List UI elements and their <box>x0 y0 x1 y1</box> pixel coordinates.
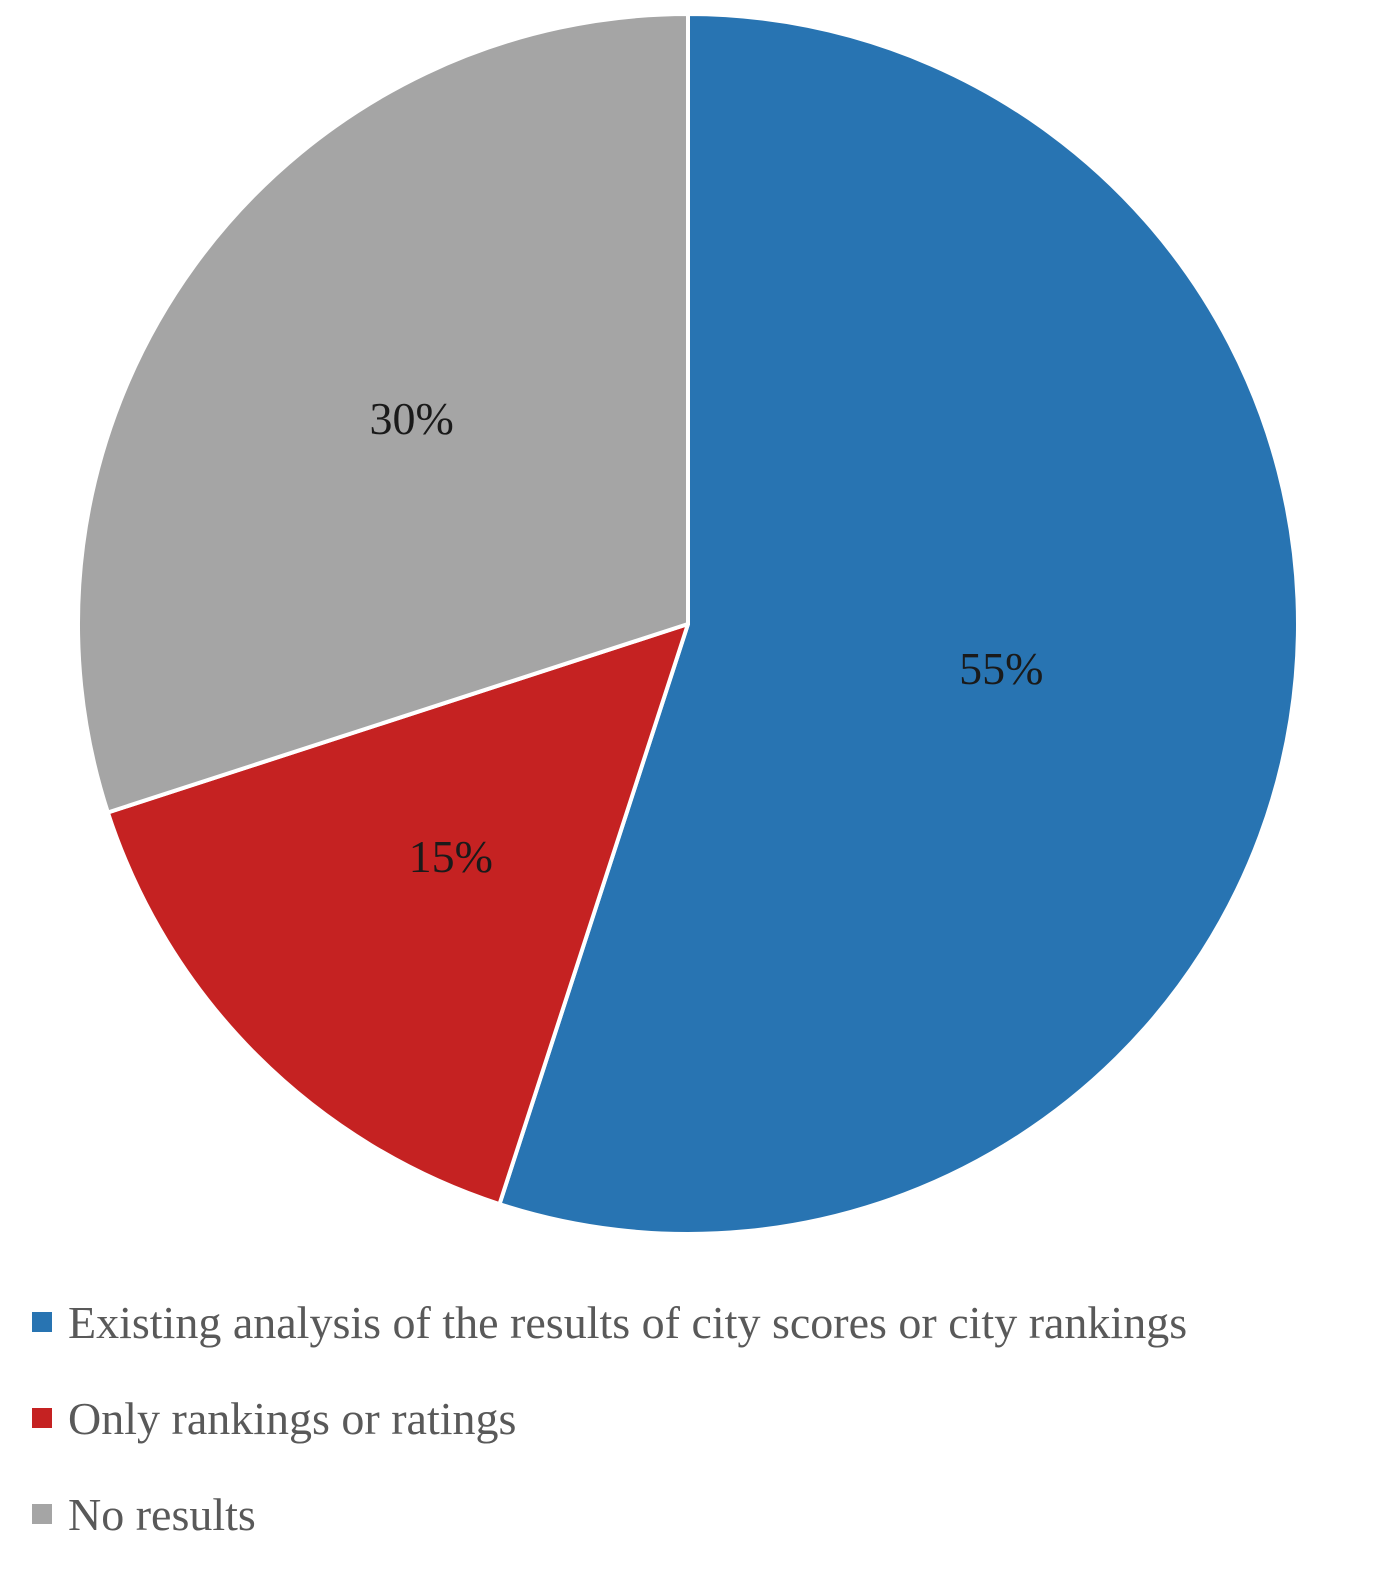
legend-label-only-rankings: Only rankings or ratings <box>68 1392 517 1444</box>
data-label-no-results: 30% <box>369 393 453 444</box>
pie-slice-only-rankings <box>105 622 690 1207</box>
data-label-only-rankings: 15% <box>409 831 493 882</box>
legend-item-only-rankings: Only rankings or ratings <box>32 1386 1187 1450</box>
legend-label-existing-analysis: Existing analysis of the results of city… <box>68 1296 1188 1348</box>
data-label-existing-analysis: 55% <box>959 643 1043 694</box>
pie-slice-existing-analysis <box>497 12 1301 1236</box>
pie-chart: 55% 15% 30% <box>76 12 1301 1236</box>
legend-label-no-results: No results <box>68 1488 256 1540</box>
legend-swatch-existing-analysis <box>32 1312 52 1332</box>
legend-item-no-results: No results <box>32 1482 1187 1546</box>
legend-swatch-no-results <box>32 1504 52 1524</box>
legend-swatch-only-rankings <box>32 1408 52 1428</box>
pie-slice-no-results <box>76 12 690 815</box>
legend-item-existing-analysis: Existing analysis of the results of city… <box>32 1290 1187 1354</box>
legend: Existing analysis of the results of city… <box>32 1290 1187 1578</box>
